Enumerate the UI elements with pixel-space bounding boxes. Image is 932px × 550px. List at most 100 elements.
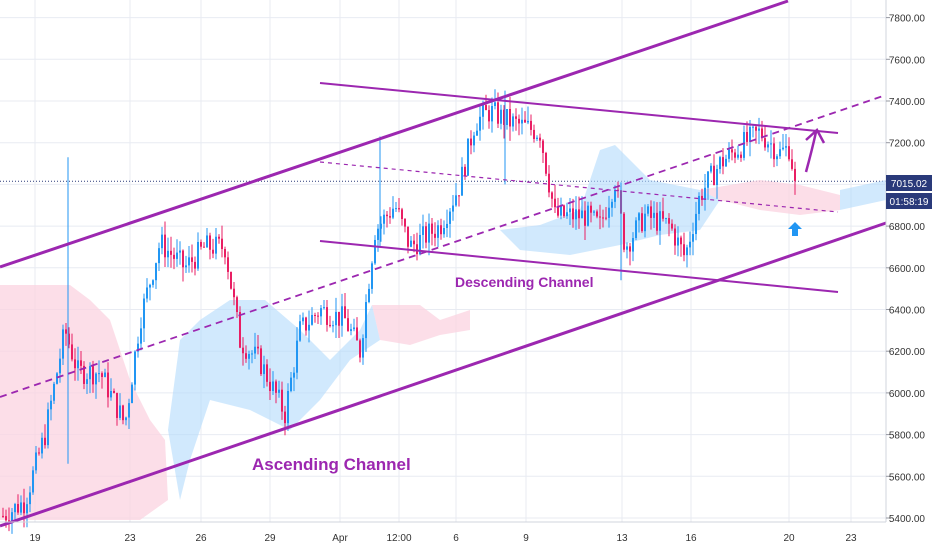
candle bbox=[503, 105, 505, 139]
candle bbox=[392, 196, 394, 220]
candle bbox=[131, 382, 133, 404]
candle bbox=[212, 238, 214, 259]
candle bbox=[575, 196, 577, 230]
current-price-tag bbox=[886, 175, 932, 191]
candle bbox=[14, 502, 16, 520]
descending-channel-median bbox=[319, 161, 839, 213]
purple-up-arrow-icon bbox=[804, 127, 826, 173]
candle bbox=[416, 232, 418, 261]
ascending-channel-upper bbox=[0, 0, 789, 269]
candle bbox=[371, 261, 373, 294]
candle bbox=[674, 224, 676, 255]
descending-channel-lower bbox=[319, 240, 839, 293]
candle bbox=[521, 107, 523, 135]
candle bbox=[353, 318, 355, 332]
candle bbox=[359, 338, 361, 363]
candle bbox=[89, 362, 91, 394]
y-tick-label: 5600.00 bbox=[889, 472, 926, 483]
candle bbox=[41, 432, 43, 459]
candle bbox=[527, 106, 529, 125]
candle bbox=[731, 139, 733, 161]
candle bbox=[338, 311, 340, 339]
candle bbox=[722, 148, 724, 175]
candle bbox=[404, 218, 406, 233]
descending-channel-label: Descending Channel bbox=[455, 274, 593, 290]
candle bbox=[776, 154, 778, 167]
candle bbox=[710, 163, 712, 174]
candle bbox=[629, 243, 631, 266]
candle bbox=[767, 141, 769, 153]
candle bbox=[626, 242, 628, 259]
x-tick-label: 26 bbox=[195, 533, 207, 544]
candle bbox=[74, 348, 76, 381]
candle bbox=[278, 380, 280, 398]
candle bbox=[2, 507, 4, 518]
candle bbox=[143, 293, 145, 342]
candle bbox=[101, 371, 103, 389]
y-tick-label: 6800.00 bbox=[889, 222, 926, 233]
candle bbox=[302, 312, 304, 325]
cloud-bear-area bbox=[372, 305, 470, 345]
candle bbox=[461, 157, 463, 196]
y-tick-label: 6400.00 bbox=[889, 306, 926, 317]
candle bbox=[29, 486, 31, 513]
candle bbox=[152, 279, 154, 288]
candle bbox=[32, 466, 34, 495]
candle bbox=[788, 137, 790, 162]
candle bbox=[737, 145, 739, 160]
candle bbox=[773, 137, 775, 168]
candle bbox=[374, 235, 376, 265]
y-tick-label: 6000.00 bbox=[889, 389, 926, 400]
candle bbox=[491, 97, 493, 133]
candle bbox=[746, 121, 748, 146]
candle bbox=[752, 125, 754, 138]
candle bbox=[239, 306, 241, 349]
candle bbox=[35, 445, 37, 474]
candle bbox=[350, 323, 352, 336]
candle bbox=[578, 196, 580, 229]
candle bbox=[20, 495, 22, 516]
candle bbox=[500, 104, 502, 130]
candle bbox=[233, 282, 235, 306]
candle bbox=[221, 225, 223, 258]
candle bbox=[545, 151, 547, 177]
candle bbox=[269, 368, 271, 401]
candle bbox=[287, 383, 289, 431]
candle bbox=[329, 315, 331, 328]
y-tick-label: 7400.00 bbox=[889, 97, 926, 108]
ascending-channel-label: Ascending Channel bbox=[252, 455, 411, 474]
candle bbox=[464, 164, 466, 180]
candle bbox=[242, 337, 244, 366]
candle bbox=[530, 114, 532, 136]
candle bbox=[401, 207, 403, 226]
candle bbox=[98, 360, 100, 383]
x-tick-label: 12:00 bbox=[386, 533, 411, 544]
candle bbox=[536, 135, 538, 142]
candle bbox=[137, 336, 139, 358]
candle bbox=[704, 173, 706, 211]
candle bbox=[587, 201, 589, 227]
candle bbox=[368, 283, 370, 304]
y-tick-label: 7200.00 bbox=[889, 139, 926, 150]
candle bbox=[449, 208, 451, 238]
candle bbox=[611, 198, 613, 217]
candle bbox=[194, 256, 196, 276]
candle bbox=[317, 312, 319, 324]
candle bbox=[557, 197, 559, 218]
candle bbox=[584, 201, 586, 241]
price-axis: 5400.00 5600.00 5800.00 6000.00 6200.00 6400.… bbox=[885, 0, 926, 525]
candle bbox=[554, 184, 556, 214]
candle bbox=[215, 228, 217, 260]
candle bbox=[206, 227, 208, 248]
candle bbox=[332, 320, 334, 333]
candle bbox=[260, 345, 262, 377]
candle bbox=[518, 114, 520, 136]
candle bbox=[488, 105, 490, 129]
candle bbox=[386, 211, 388, 228]
annotation-labels: Ascending Channel Descending Channel bbox=[252, 274, 593, 474]
candle bbox=[356, 317, 358, 341]
candle bbox=[728, 142, 730, 163]
candle bbox=[263, 355, 265, 389]
candle bbox=[785, 134, 787, 157]
